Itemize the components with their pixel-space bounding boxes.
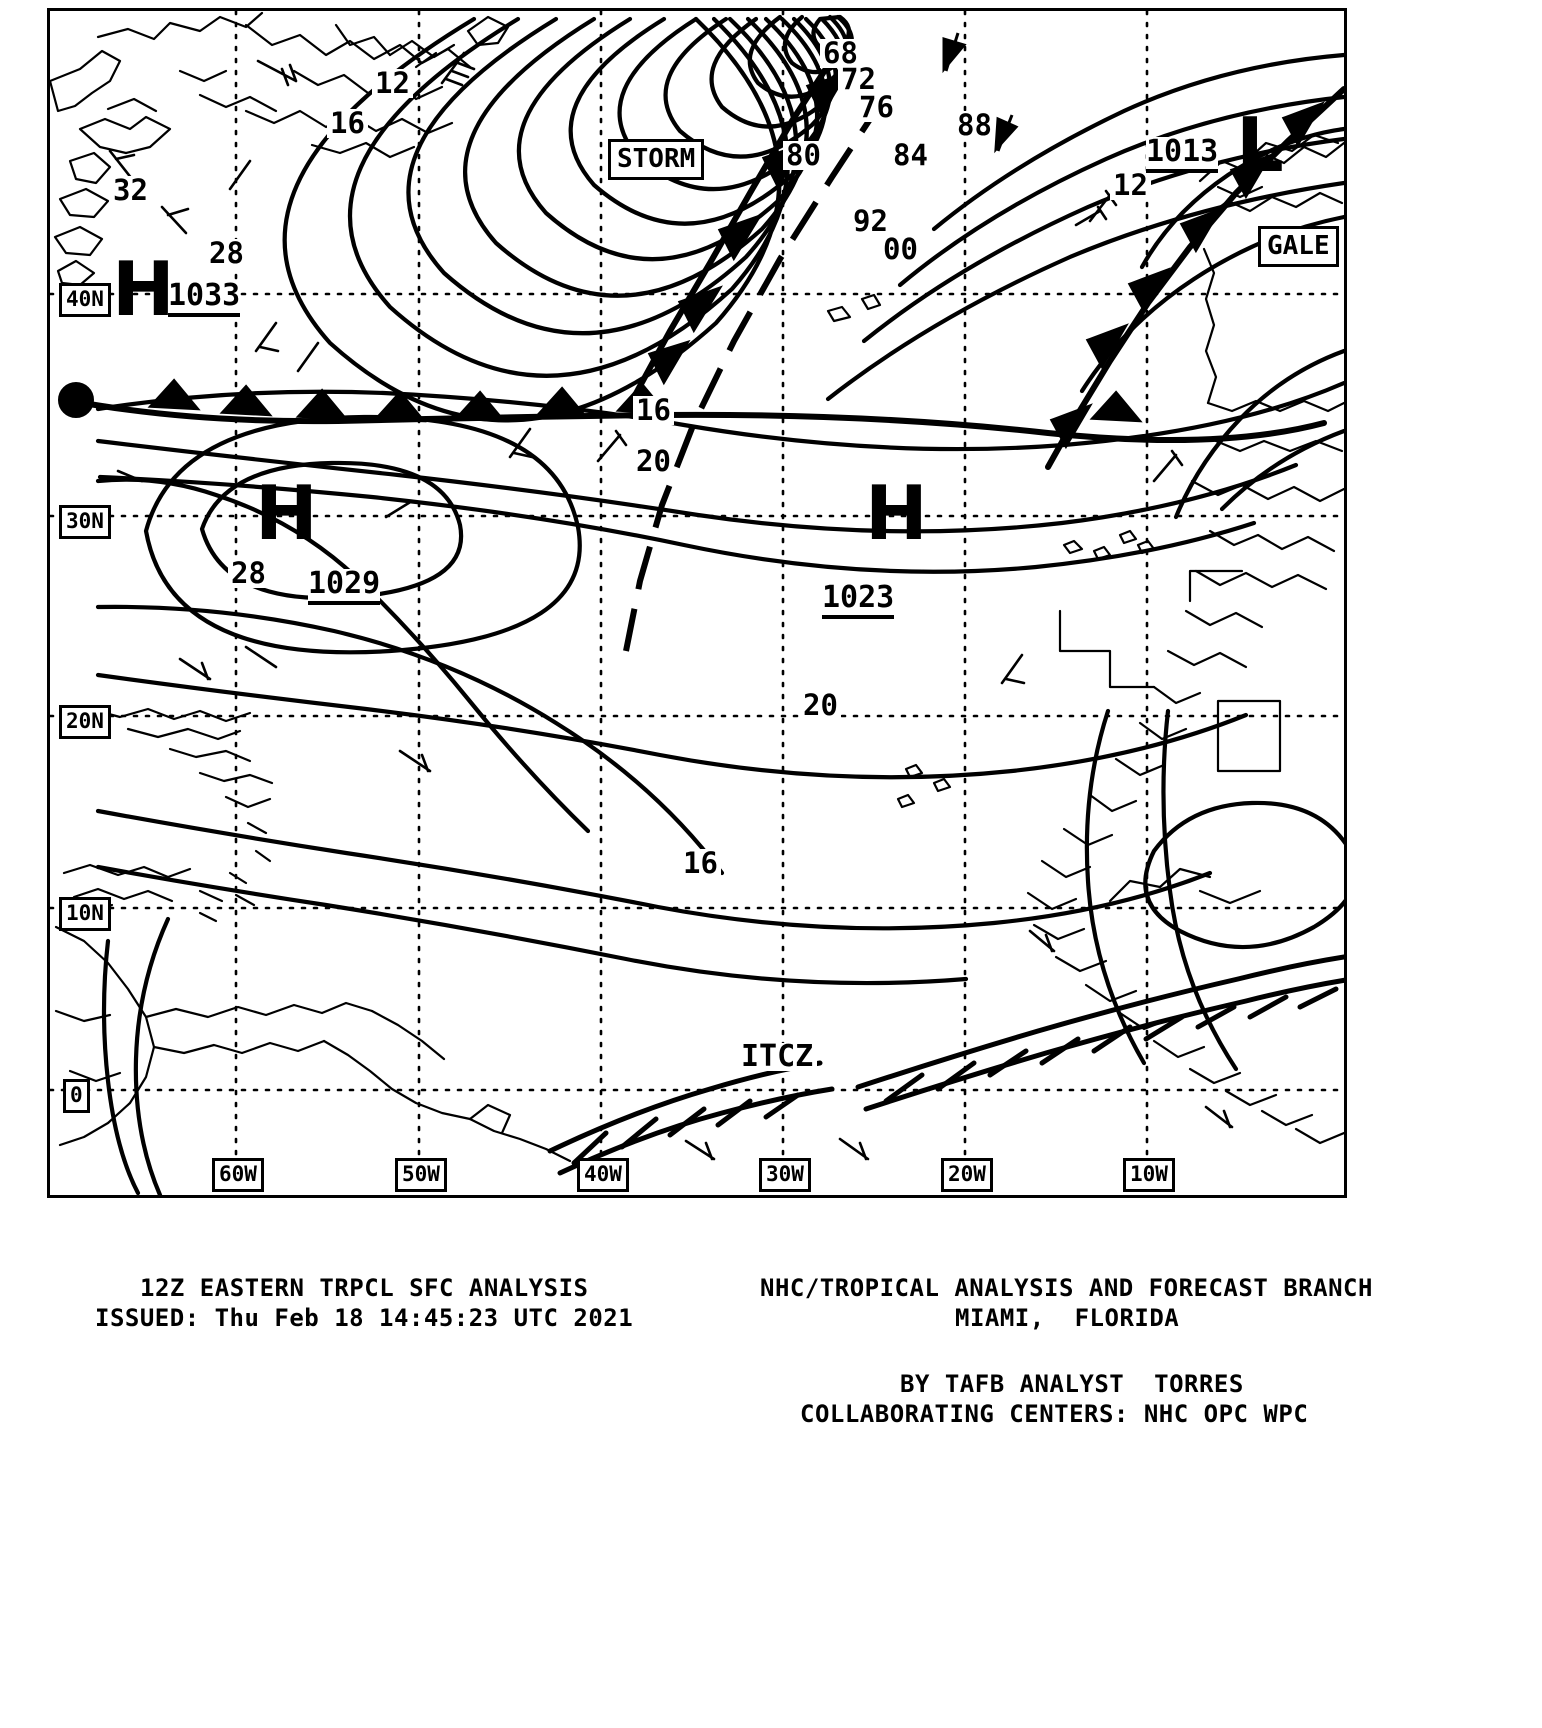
coastlines xyxy=(50,11,1344,1163)
wind-barbs xyxy=(108,51,1234,1161)
footer-branch: NHC/TROPICAL ANALYSIS AND FORECAST BRANC… xyxy=(760,1274,1373,1302)
isobar-label-20-low: 20 xyxy=(800,691,841,720)
low-center-1013-glyph: L xyxy=(1236,101,1284,189)
footer-location: MIAMI, FLORIDA xyxy=(955,1304,1180,1332)
trough-dashed xyxy=(623,93,889,652)
lat-label-30n: 30N xyxy=(59,505,111,539)
high-center-1033-glyph: H xyxy=(112,245,175,333)
isobar-label-16-low: 16 xyxy=(680,849,721,878)
cold-front-iberia xyxy=(1045,86,1344,470)
lon-label-60w: 60W xyxy=(212,1158,264,1192)
isobar-label-28-mid: 28 xyxy=(228,559,269,588)
footer-issued: ISSUED: Thu Feb 18 14:45:23 UTC 2021 xyxy=(95,1304,634,1332)
lon-label-10w: 10W xyxy=(1123,1158,1175,1192)
lon-label-40w: 40W xyxy=(577,1158,629,1192)
isobar-label-00: 00 xyxy=(880,235,921,264)
isobar-label-84: 84 xyxy=(890,141,931,170)
lon-label-20w: 20W xyxy=(941,1158,993,1192)
lon-label-30w: 30W xyxy=(759,1158,811,1192)
footer-collab: COLLABORATING CENTERS: NHC OPC WPC xyxy=(800,1400,1309,1428)
lat-label-10n: 10N xyxy=(59,897,111,931)
high-center-1023-glyph: H xyxy=(865,469,928,557)
high-center-1029-pressure: 1029 xyxy=(308,569,381,605)
isobar-label-88: 88 xyxy=(954,111,995,140)
isobar-label-16-top: 16 xyxy=(327,109,368,138)
itcz-line xyxy=(547,954,1344,1176)
isobar-label-28-top: 28 xyxy=(206,239,247,268)
isobar-label-20-mid: 20 xyxy=(633,447,674,476)
high-center-1023-pressure: 1023 xyxy=(822,583,895,619)
lon-label-50w: 50W xyxy=(395,1158,447,1192)
footer-analyst: BY TAFB ANALYST TORRES xyxy=(900,1370,1244,1398)
isobars xyxy=(95,14,1344,1195)
isobar-label-76: 76 xyxy=(856,93,897,122)
isobar-label-72: 72 xyxy=(838,65,879,94)
map-panel: 40N 30N 20N 10N 0 60W 50W 40W 30W 20W 10… xyxy=(47,8,1347,1198)
lat-label-20n: 20N xyxy=(59,705,111,739)
itcz-label: ITCZ xyxy=(737,1042,818,1072)
storm-annotation: STORM xyxy=(608,139,705,180)
lat-label-40n: 40N xyxy=(59,283,111,317)
gale-annotation: GALE xyxy=(1258,226,1339,267)
gale-flags xyxy=(942,32,1019,154)
footer-title: 12Z EASTERN TRPCL SFC ANALYSIS xyxy=(140,1274,589,1302)
chart-footer: noaa 12Z EASTERN TRPCL SFC ANALYSIS ISSU… xyxy=(0,1255,1542,1455)
low-center-1013-pressure: 1013 xyxy=(1146,137,1219,173)
isobar-label-80: 80 xyxy=(783,141,824,170)
isobar-label-12-top: 12 xyxy=(372,69,413,98)
isobar-label-16-mid: 16 xyxy=(633,396,674,425)
isobar-label-92: 92 xyxy=(850,207,891,236)
isobar-label-68: 68 xyxy=(820,39,861,68)
high-center-1029-glyph: H xyxy=(255,469,318,557)
lat-label-0: 0 xyxy=(63,1079,90,1113)
high-center-1033-pressure: 1033 xyxy=(168,281,241,317)
isobar-label-32: 32 xyxy=(110,176,151,205)
isobar-label-12-right: 12 xyxy=(1110,171,1151,200)
